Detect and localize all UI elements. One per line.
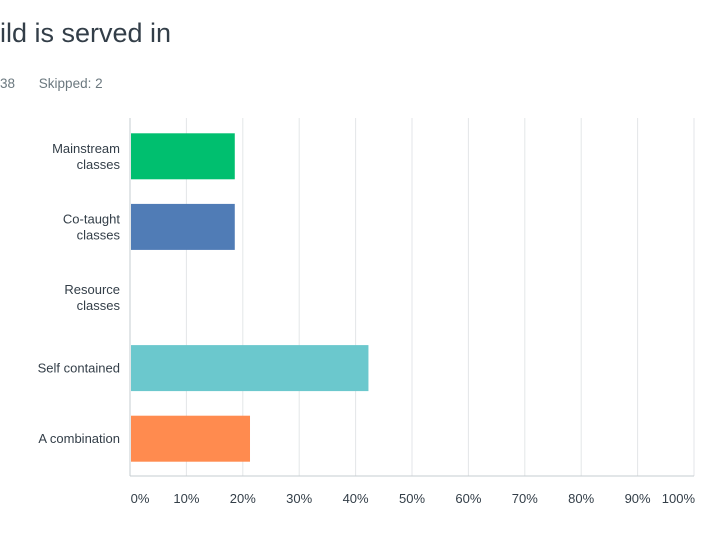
x-tick-label: 0% [131,491,150,506]
category-label: Self contained [38,361,120,376]
answered-count: 38 [0,76,16,91]
x-tick-label: 40% [343,491,369,506]
x-tick-label: 30% [286,491,312,506]
x-tick-label: 70% [512,491,538,506]
category-label: A combination [38,431,120,446]
x-tick-label: 10% [173,491,199,506]
category-label: Resource classes [64,282,120,313]
bar [131,345,369,392]
x-tick-label: 20% [230,491,256,506]
skipped-count: Skipped: 2 [38,76,103,91]
response-stats: 38 Skipped: 2 [0,76,123,91]
x-tick-label: 100% [662,491,696,506]
x-tick-label: 90% [625,491,651,506]
x-tick-label: 80% [568,491,594,506]
category-label: Co-taught classes [63,211,121,242]
x-tick-label: 60% [455,491,481,506]
question-title: ild is served in [0,18,172,48]
bar [131,133,235,180]
bar [131,203,235,250]
category-label: Mainstream classes [52,141,120,172]
bar [131,415,251,462]
x-tick-label: 50% [399,491,425,506]
